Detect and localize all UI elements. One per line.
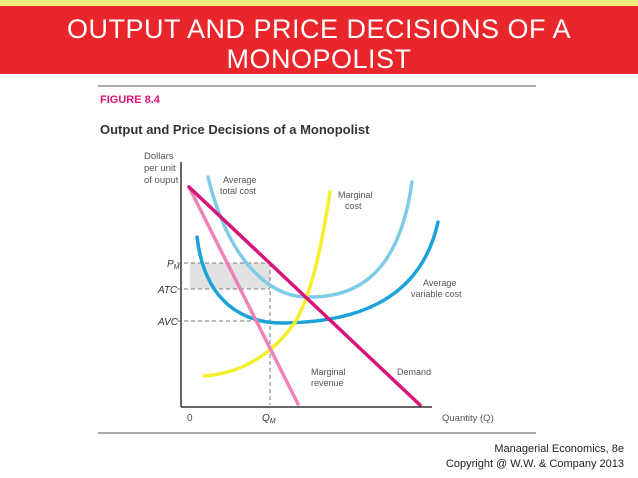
demand-curve-label: Demand — [397, 367, 431, 377]
y-axis-label-line-1: Dollars — [144, 151, 174, 162]
slide-credits: Managerial Economics, 8e Copyright @ W.W… — [446, 442, 624, 472]
credit-line-2: Copyright @ W.W. & Company 2013 — [445, 458, 624, 470]
average-variable-cost-curve — [195, 220, 440, 325]
x-axis-label: Quantity (Q) — [442, 413, 494, 424]
atc-curve-label-2: total cost — [220, 186, 257, 196]
top-accent-strip — [0, 0, 638, 6]
figure-label: FIGURE 8.4 — [100, 94, 161, 106]
mr-curve-label-2: revenue — [311, 378, 344, 388]
mr-curve-label-1: Marginal — [311, 367, 346, 377]
slide-title-bar: OUTPUT AND PRICE DECISIONS OF A MONOPOLI… — [0, 6, 638, 74]
slide-title-line-1: OUTPUT AND PRICE DECISIONS OF A — [66, 14, 572, 44]
figure-title: Output and Price Decisions of a Monopoli… — [100, 122, 370, 137]
monopolist-figure: FIGURE 8.4 Output and Price Decisions of… — [98, 85, 536, 434]
atc-tick-label: ATC — [157, 285, 178, 296]
atc-curve-label-1: Average — [223, 175, 256, 185]
y-axis-label-line-3: of ouput — [144, 175, 179, 186]
avc-curve-label-1: Average — [423, 278, 456, 288]
avc-curve-label-2: variable cost — [411, 289, 462, 299]
slide-title-line-2: MONOPOLIST — [226, 44, 412, 74]
demand-curve — [187, 185, 422, 407]
mc-curve-label-2: cost — [345, 201, 362, 211]
origin-label: 0 — [187, 413, 193, 424]
credit-line-1: Managerial Economics, 8e — [494, 443, 624, 455]
marginal-cost-curve — [202, 190, 332, 378]
pm-tick-label: PM — [167, 259, 180, 271]
mc-curve-label-1: Marginal — [338, 190, 373, 200]
marginal-revenue-curve — [187, 185, 300, 406]
qm-tick-label: QM — [262, 413, 276, 425]
avc-tick-label: AVC — [157, 317, 179, 328]
y-axis-label-line-2: per unit — [144, 163, 176, 174]
